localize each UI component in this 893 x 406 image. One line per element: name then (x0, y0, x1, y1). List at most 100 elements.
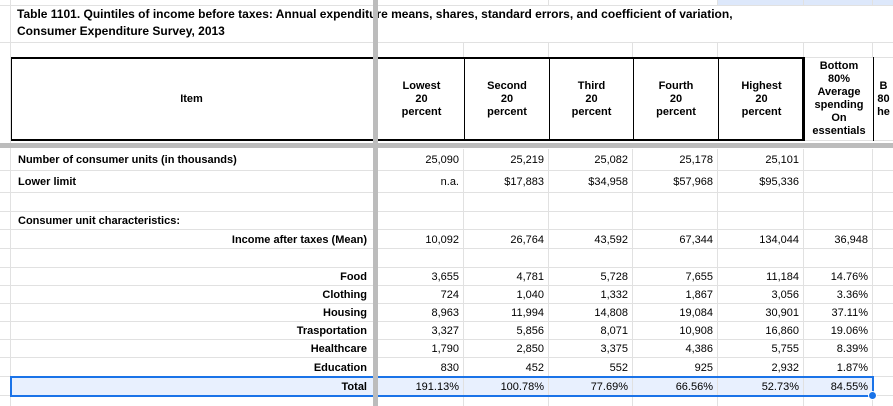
row-label-cell[interactable]: Number of consumer units (in thousands) (18, 154, 237, 166)
column-header-item[interactable]: Item (180, 93, 203, 105)
value-cell[interactable]: 7,655 (685, 271, 713, 283)
value-cell[interactable] (549, 212, 633, 230)
value-cell[interactable] (873, 322, 893, 340)
value-cell[interactable] (379, 193, 464, 212)
value-cell[interactable]: 10,092 (425, 233, 459, 246)
column-header[interactable]: Second 20 percent (464, 57, 549, 141)
value-cell[interactable] (873, 286, 893, 304)
value-cell[interactable] (873, 171, 893, 193)
value-cell[interactable] (873, 149, 893, 171)
row-label-cell[interactable]: Lower limit (18, 176, 77, 188)
value-cell[interactable]: 43,592 (594, 233, 628, 246)
column-header[interactable]: Highest 20 percent (718, 57, 804, 141)
value-cell[interactable]: 2,850 (516, 343, 544, 355)
value-cell[interactable] (633, 249, 718, 268)
value-cell[interactable] (379, 249, 464, 268)
value-cell[interactable]: 830 (440, 361, 459, 374)
value-cell[interactable] (718, 193, 804, 212)
value-cell[interactable] (633, 212, 718, 230)
value-cell[interactable] (804, 149, 873, 171)
value-cell[interactable] (873, 249, 893, 268)
value-cell[interactable] (549, 249, 633, 268)
value-cell[interactable] (718, 212, 804, 230)
column-header[interactable]: Bottom 80% Average spending On essential… (804, 57, 873, 141)
value-cell[interactable]: 3,375 (600, 343, 628, 355)
value-cell[interactable]: 1,040 (516, 289, 544, 301)
value-cell[interactable]: $57,968 (673, 176, 713, 188)
value-cell[interactable]: 5,856 (516, 325, 544, 337)
value-cell[interactable] (873, 230, 893, 249)
value-cell[interactable]: 100.78% (500, 380, 544, 393)
row-label-cell[interactable] (10, 249, 373, 268)
value-cell[interactable]: 3,655 (431, 271, 459, 283)
value-cell[interactable] (873, 268, 893, 286)
value-cell[interactable]: 77.69% (590, 380, 628, 393)
value-cell[interactable]: 5,755 (771, 343, 799, 355)
value-cell[interactable]: 25,219 (510, 154, 544, 166)
row-label-cell[interactable]: Total (341, 380, 367, 393)
value-cell[interactable] (873, 340, 893, 358)
value-cell[interactable]: 8,963 (431, 307, 459, 319)
value-cell[interactable] (873, 193, 893, 212)
value-cell[interactable]: 67,344 (679, 233, 713, 246)
value-cell[interactable]: 1.87% (836, 361, 868, 374)
column-header[interactable]: Third 20 percent (549, 57, 633, 141)
value-cell[interactable] (873, 212, 893, 230)
value-cell[interactable]: 925 (694, 361, 713, 374)
value-cell[interactable]: $95,336 (759, 176, 799, 188)
row-label-cell[interactable]: Trasportation (296, 325, 367, 337)
value-cell[interactable]: 25,082 (594, 154, 628, 166)
value-cell[interactable]: 8.39% (836, 343, 868, 355)
value-cell[interactable]: 11,994 (511, 307, 544, 319)
value-cell[interactable]: 16,860 (765, 325, 799, 337)
value-cell[interactable] (464, 212, 549, 230)
value-cell[interactable]: 10,908 (679, 325, 713, 337)
value-cell[interactable]: 134,044 (759, 233, 799, 246)
column-header[interactable]: Lowest 20 percent (401, 79, 442, 118)
value-cell[interactable]: 3,056 (771, 289, 799, 301)
value-cell[interactable]: 36,948 (834, 233, 868, 246)
value-cell[interactable] (464, 249, 549, 268)
value-cell[interactable] (873, 304, 893, 322)
value-cell[interactable]: 19,084 (679, 307, 713, 319)
value-cell[interactable]: 25,090 (425, 154, 459, 166)
value-cell[interactable]: 552 (609, 361, 628, 374)
column-header[interactable]: B 80 he (873, 57, 893, 141)
value-cell[interactable]: 25,101 (765, 154, 799, 166)
value-cell[interactable]: 25,178 (679, 154, 713, 166)
value-cell[interactable]: 4,386 (685, 343, 713, 355)
value-cell[interactable]: 30,901 (765, 307, 799, 319)
value-cell[interactable]: 4,781 (516, 271, 544, 283)
value-cell[interactable]: 37.11% (831, 307, 869, 319)
value-cell[interactable]: 14,808 (594, 307, 628, 319)
row-label-cell[interactable]: Clothing (322, 289, 367, 301)
row-label-cell[interactable]: Education (313, 361, 367, 374)
row-label-cell[interactable]: Healthcare (310, 343, 367, 355)
value-cell[interactable]: 1,867 (685, 289, 713, 301)
value-cell[interactable]: 724 (440, 289, 459, 301)
value-cell[interactable] (804, 249, 873, 268)
value-cell[interactable]: 14.76% (830, 271, 868, 283)
row-label-cell[interactable]: Income after taxes (Mean) (231, 233, 367, 246)
value-cell[interactable] (633, 193, 718, 212)
value-cell[interactable]: $34,958 (588, 176, 628, 188)
value-cell[interactable] (718, 249, 804, 268)
row-label-cell[interactable]: Food (340, 271, 367, 283)
value-cell[interactable]: 5,728 (600, 271, 628, 283)
value-cell[interactable] (804, 171, 873, 193)
value-cell[interactable]: 52.73% (761, 380, 799, 393)
value-cell[interactable]: 3,327 (431, 325, 459, 337)
value-cell[interactable] (873, 358, 893, 377)
value-cell[interactable] (549, 193, 633, 212)
value-cell[interactable]: 1,332 (600, 289, 628, 301)
value-cell[interactable]: 84.55% (830, 380, 868, 393)
column-header[interactable]: Fourth 20 percent (633, 57, 718, 141)
value-cell[interactable] (464, 193, 549, 212)
value-cell[interactable]: $17,883 (504, 176, 544, 188)
value-cell[interactable]: 452 (525, 361, 544, 374)
value-cell[interactable]: 3.36% (836, 289, 868, 301)
value-cell[interactable]: n.a. (440, 176, 459, 188)
frozen-row-divider[interactable] (0, 143, 893, 148)
value-cell[interactable] (804, 193, 873, 212)
value-cell[interactable]: 191.13% (415, 380, 459, 393)
